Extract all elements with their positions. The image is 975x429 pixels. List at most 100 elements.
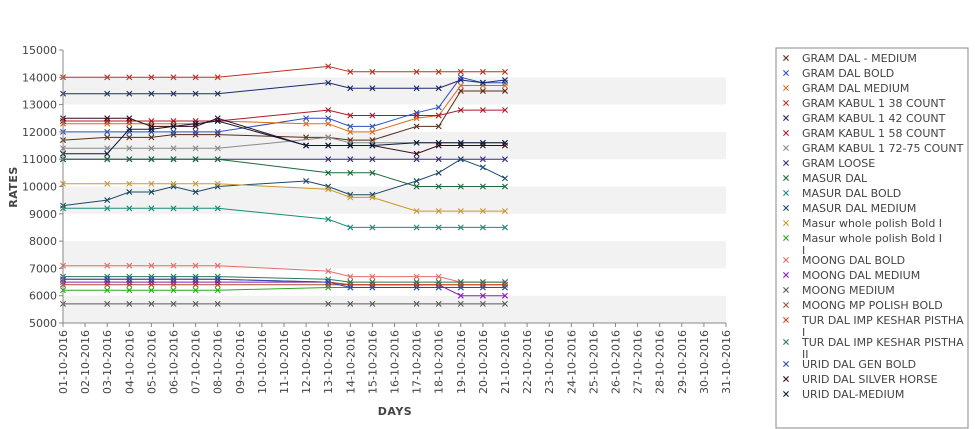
legend-label: II	[802, 348, 809, 361]
x-tick-label: 20-10-2016	[477, 330, 490, 394]
data-point	[502, 77, 508, 84]
legend-marker	[783, 160, 789, 166]
data-point	[347, 194, 354, 201]
legend-marker	[783, 130, 789, 136]
data-point	[502, 224, 508, 231]
data-point	[479, 279, 486, 286]
series	[60, 262, 508, 286]
data-point	[479, 68, 486, 75]
data-point	[325, 300, 332, 307]
data-point	[369, 284, 376, 291]
legend-frame	[775, 47, 969, 429]
data-point	[192, 300, 199, 307]
data-point	[479, 164, 486, 171]
legend-item: MOONG DAL MEDIUM	[783, 269, 920, 282]
x-tick-label: 17-10-2016	[411, 330, 424, 394]
data-point	[214, 205, 221, 212]
data-point	[126, 281, 133, 288]
legend-item: GRAM DAL BOLD	[783, 67, 894, 80]
data-point	[192, 74, 199, 81]
legend: GRAM DAL - MEDIUM GRAM DAL BOLD GRAM DAL M…	[775, 47, 969, 429]
data-point	[457, 68, 464, 75]
data-point	[413, 85, 420, 92]
data-point	[413, 178, 420, 185]
data-point	[369, 273, 376, 280]
data-point	[502, 68, 508, 75]
legend-label: GRAM KABUL 1 42 COUNT	[802, 112, 946, 125]
data-point	[325, 107, 332, 114]
data-point	[303, 178, 310, 185]
data-point	[457, 292, 464, 299]
data-point	[369, 128, 376, 135]
x-tick-label: 01-10-2016	[57, 330, 70, 394]
data-point	[325, 120, 332, 127]
data-point	[214, 287, 221, 294]
data-point	[413, 183, 420, 190]
x-tick-label: 27-10-2016	[632, 330, 645, 394]
data-point	[214, 300, 221, 307]
grid-band	[63, 159, 726, 187]
legend-marker	[783, 145, 789, 151]
data-point	[148, 281, 155, 288]
data-point	[104, 287, 111, 294]
data-point	[325, 216, 332, 223]
data-point	[170, 287, 177, 294]
data-point	[435, 169, 442, 176]
legend-label: MASUR DAL BOLD	[802, 187, 901, 200]
data-point	[413, 224, 420, 231]
y-tick-label: 9000	[29, 208, 57, 221]
x-tick-label: 12-10-2016	[300, 330, 313, 394]
data-point	[214, 281, 221, 288]
x-tick-label: 05-10-2016	[145, 330, 158, 394]
data-point	[502, 156, 508, 163]
data-point	[347, 279, 354, 286]
grid-band	[63, 241, 726, 269]
data-point	[104, 156, 111, 163]
data-point	[170, 281, 177, 288]
data-point	[413, 156, 420, 163]
data-point	[435, 273, 442, 280]
data-point	[347, 123, 354, 130]
legend-item: URID DAL SILVER HORSE	[783, 373, 938, 386]
data-point	[457, 208, 464, 215]
data-point	[347, 85, 354, 92]
data-point	[347, 128, 354, 135]
legend-item: GRAM DAL MEDIUM	[783, 82, 909, 95]
legend-label: MOONG DAL MEDIUM	[802, 269, 920, 282]
data-point	[457, 87, 464, 94]
data-point	[126, 74, 133, 81]
data-point	[369, 85, 376, 92]
data-point	[148, 117, 155, 124]
data-point	[435, 112, 442, 119]
data-point	[457, 284, 464, 291]
data-point	[104, 115, 111, 122]
x-tick-label: 10-10-2016	[256, 330, 269, 394]
grid-band	[63, 186, 726, 214]
x-tick-label: 23-10-2016	[543, 330, 556, 394]
data-point	[104, 74, 111, 81]
data-point	[435, 104, 442, 111]
series	[60, 300, 508, 307]
x-tick-label: 14-10-2016	[344, 330, 357, 394]
x-tick-label: 16-10-2016	[389, 330, 402, 394]
data-point	[435, 183, 442, 190]
legend-label: GRAM DAL BOLD	[802, 67, 894, 80]
series	[60, 117, 508, 157]
x-tick-label: 08-10-2016	[212, 330, 225, 394]
legend-label: MOONG MP POLISH BOLD	[802, 299, 943, 312]
data-point	[214, 262, 221, 269]
legend-marker	[783, 391, 789, 397]
data-point	[192, 145, 199, 152]
legend-label: GRAM KABUL 1 72-75 COUNT	[802, 142, 964, 155]
legend-marker	[783, 302, 789, 308]
series-line	[63, 85, 505, 133]
data-point	[502, 208, 508, 215]
data-point	[369, 224, 376, 231]
data-point	[325, 156, 332, 163]
data-point	[170, 123, 177, 130]
series-layer	[60, 63, 508, 307]
data-point	[435, 85, 442, 92]
data-point	[104, 300, 111, 307]
legend-marker	[783, 361, 789, 367]
legend-marker	[783, 100, 789, 106]
